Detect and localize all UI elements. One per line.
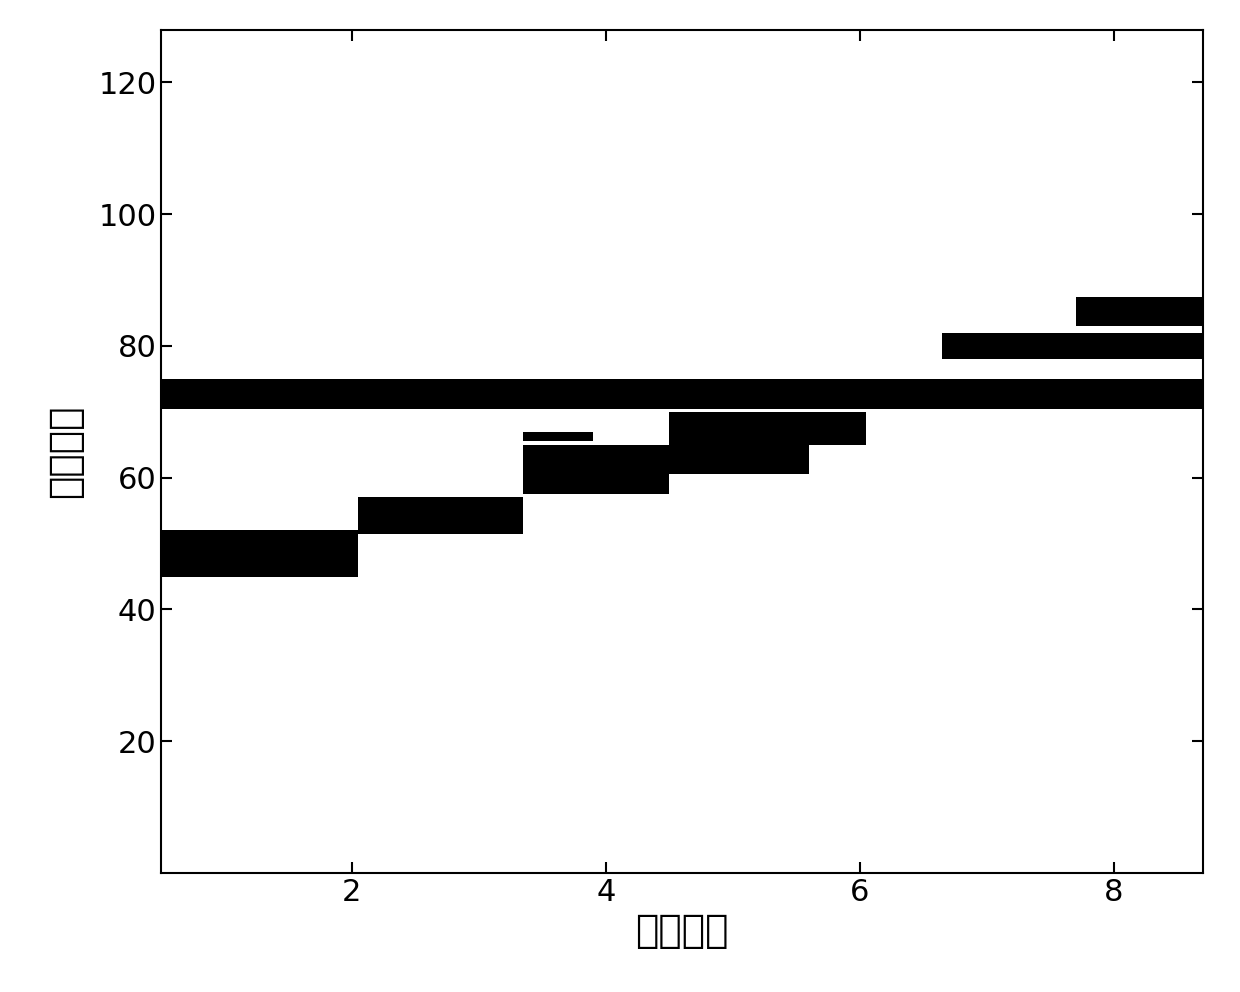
- Bar: [358, 497, 523, 534]
- X-axis label: 时间单元: 时间单元: [635, 913, 729, 950]
- Bar: [1076, 297, 1203, 326]
- Bar: [942, 332, 1203, 359]
- Y-axis label: 频率单元: 频率单元: [46, 405, 84, 498]
- Bar: [523, 432, 593, 441]
- Bar: [161, 379, 1203, 409]
- Bar: [796, 412, 867, 444]
- Bar: [942, 389, 1006, 409]
- Bar: [670, 412, 808, 474]
- Bar: [523, 444, 670, 454]
- Bar: [670, 432, 739, 444]
- Bar: [161, 531, 358, 576]
- Bar: [523, 444, 670, 494]
